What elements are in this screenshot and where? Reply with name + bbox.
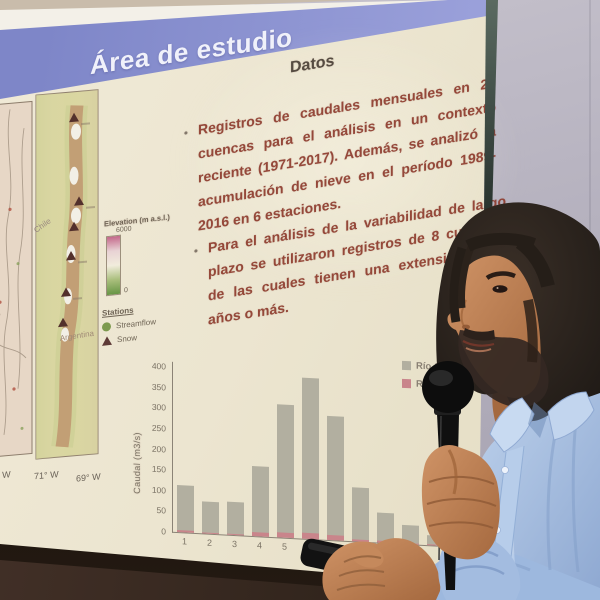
- presenter-eyebrow: [485, 271, 516, 280]
- overview-map-panel: [0, 100, 33, 459]
- lon-label-67w: 67° W: [0, 469, 11, 481]
- snow-station-markers: [58, 112, 84, 328]
- lon-label-69w: 69° W: [76, 471, 101, 483]
- presenter-hair-strands: [449, 232, 555, 323]
- presenter-hand-remote: [322, 538, 441, 600]
- presenter-beard: [458, 299, 549, 408]
- longitude-labels: 67° W 71° W 69° W: [0, 469, 101, 483]
- lon-label-71w: 71° W: [34, 469, 59, 481]
- study-area-map: Chile Argentina 67° W 71° W 69° W: [0, 89, 101, 484]
- presenter-mouth: [462, 340, 495, 353]
- presenter-hand-microphone: [421, 444, 500, 560]
- shirt-collar: [489, 391, 595, 453]
- detail-map-panel: Chile Argentina: [32, 89, 99, 460]
- wall-corner-line: [589, 0, 591, 245]
- presenter-nose: [462, 324, 470, 330]
- presenter-eye: [492, 285, 508, 293]
